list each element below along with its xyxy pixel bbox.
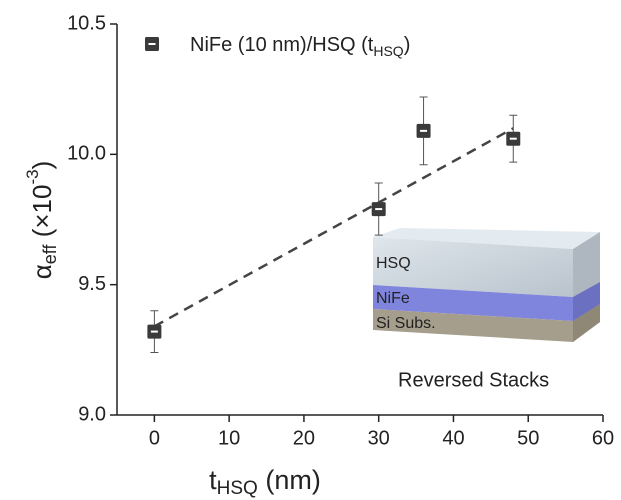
y-tick-label: 9.0 xyxy=(78,403,106,425)
x-axis-label: tHSQ (nm) xyxy=(209,465,321,499)
x-tick-label: 60 xyxy=(592,427,614,449)
fit-line xyxy=(153,127,514,328)
y-tick-label: 9.5 xyxy=(78,273,106,295)
inset-label: HSQ xyxy=(376,255,411,272)
x-tick-label: 50 xyxy=(517,427,539,449)
x-tick-label: 20 xyxy=(293,427,315,449)
x-tick-label: 30 xyxy=(368,427,390,449)
y-axis-label: αeff (×10-3) xyxy=(23,161,59,280)
annotation: Reversed Stacks xyxy=(398,369,549,391)
x-tick-label: 40 xyxy=(442,427,464,449)
inset-stack: HSQ NiFe Si Subs. xyxy=(373,228,600,342)
legend-text: NiFe (10 nm)/HSQ (tHSQ) xyxy=(190,34,410,58)
inset-label: Si Subs. xyxy=(376,315,436,332)
y-tick-label: 10.0 xyxy=(67,143,106,165)
inset-label: NiFe xyxy=(376,290,410,307)
x-tick-label: 10 xyxy=(218,427,240,449)
x-tick-label: 0 xyxy=(149,427,160,449)
y-tick-label: 10.5 xyxy=(67,12,106,34)
